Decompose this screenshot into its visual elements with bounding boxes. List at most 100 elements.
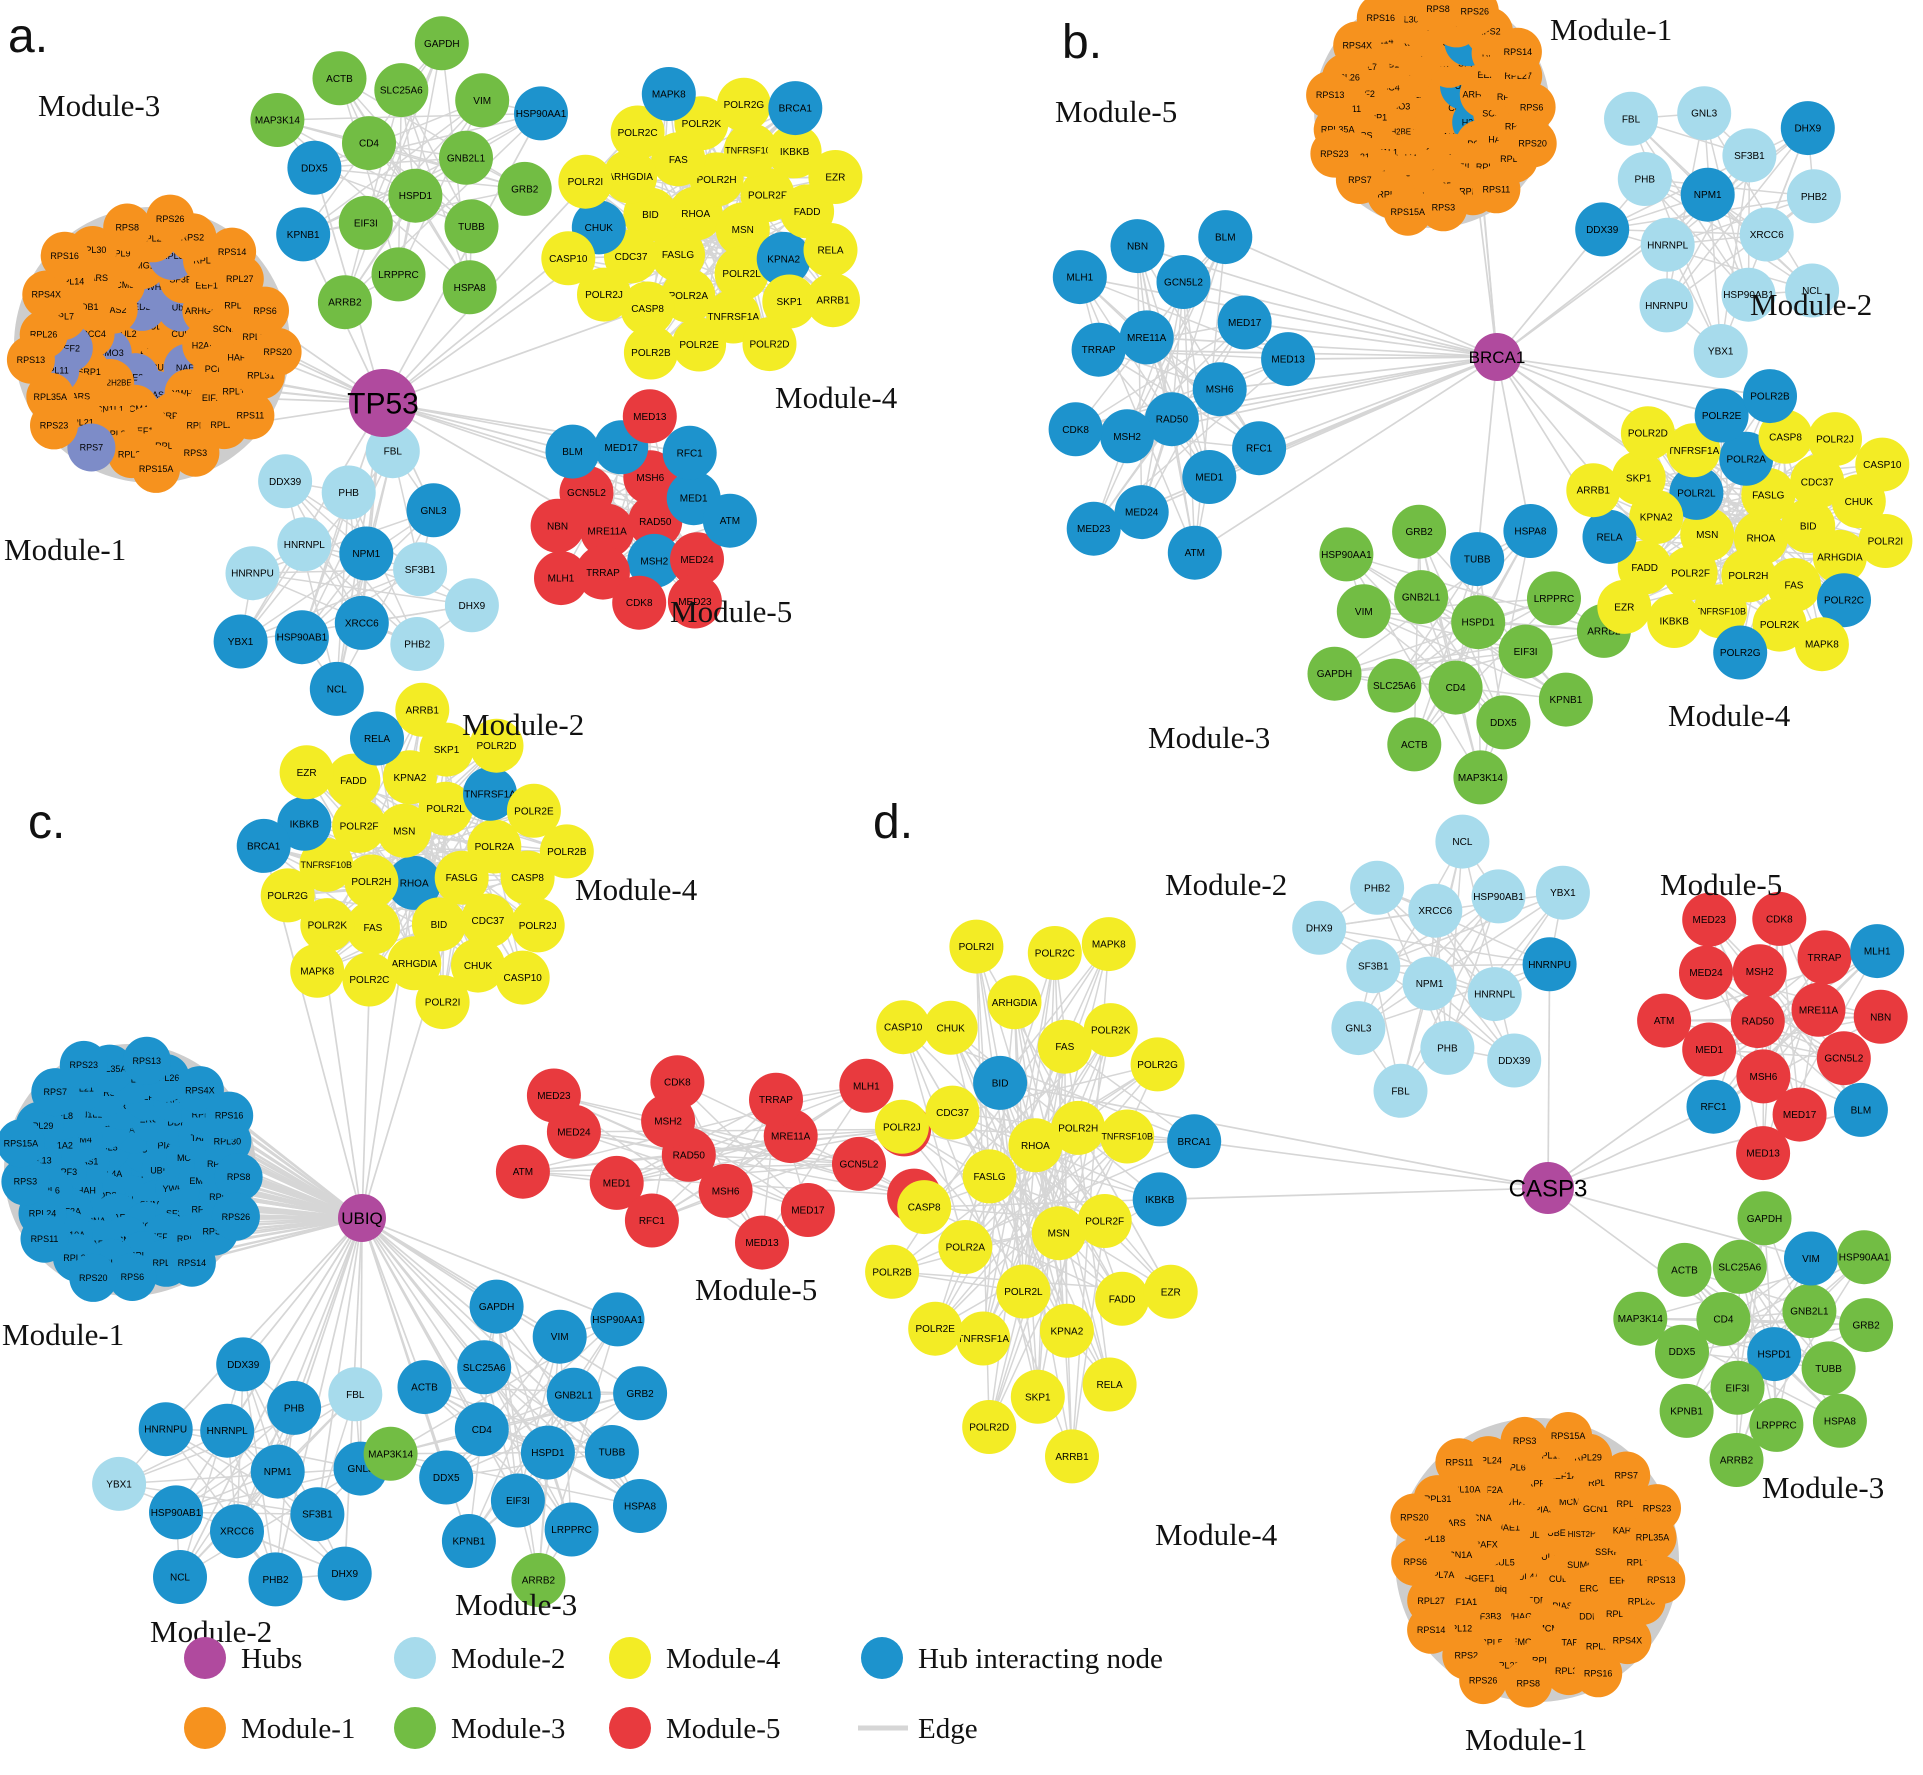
node-d-PHB2[interactable]	[1350, 860, 1405, 915]
node-a-RPS6[interactable]	[241, 286, 289, 335]
node-d-MAPK8[interactable]	[1081, 917, 1136, 972]
node-a-POLR2J[interactable]	[577, 267, 631, 322]
node-b-MED24[interactable]	[1114, 485, 1169, 540]
node-b-RPS23[interactable]	[1310, 129, 1359, 178]
node-c-ACTB[interactable]	[397, 1360, 452, 1415]
node-b-CDC37[interactable]	[1790, 454, 1845, 509]
node-d-MED1[interactable]	[1682, 1022, 1737, 1077]
node-c-RPS8[interactable]	[214, 1153, 263, 1202]
node-a-EIF3I[interactable]	[338, 195, 393, 250]
node-b-LRPPRC[interactable]	[1527, 571, 1581, 626]
node-b-MSH6[interactable]	[1192, 362, 1247, 417]
node-b-HSPD1[interactable]	[1451, 595, 1506, 650]
node-d-RPS20[interactable]	[1390, 1493, 1439, 1542]
node-c-POLR2L[interactable]	[418, 781, 473, 836]
node-d-NPM1[interactable]	[1402, 956, 1457, 1011]
node-c-POLR2G[interactable]	[260, 868, 315, 923]
node-b-NBN[interactable]	[1110, 219, 1165, 274]
node-c-ARRB2[interactable]	[511, 1553, 566, 1607]
node-a-NBN[interactable]	[530, 498, 585, 553]
node-c-EZR[interactable]	[279, 745, 334, 800]
node-d-RPS14[interactable]	[1407, 1605, 1456, 1654]
node-b-DHX9[interactable]	[1780, 101, 1835, 156]
node-a-RPS26[interactable]	[146, 194, 195, 243]
node-c-TUBB[interactable]	[584, 1425, 639, 1479]
node-a-RPS8[interactable]	[103, 203, 152, 252]
node-a-DDX39[interactable]	[258, 454, 313, 509]
node-d-CASP8[interactable]	[897, 1180, 952, 1235]
node-c-CHUK[interactable]	[451, 938, 505, 993]
node-d-MED23[interactable]	[1682, 892, 1737, 947]
node-b-TUBB[interactable]	[1450, 532, 1505, 587]
node-b-PHB[interactable]	[1617, 152, 1672, 206]
node-a-YBX1[interactable]	[213, 614, 268, 669]
node-d-POLR2A[interactable]	[938, 1220, 993, 1274]
node-c-KPNB1[interactable]	[441, 1514, 496, 1568]
node-c-GRB2[interactable]	[613, 1366, 668, 1421]
node-a-RPS15A[interactable]	[132, 444, 181, 493]
node-d-PHB[interactable]	[1420, 1020, 1475, 1075]
node-d-DDX39[interactable]	[1487, 1033, 1542, 1088]
node-c-IKBKB[interactable]	[277, 796, 332, 851]
node-c-GCN5L2[interactable]	[832, 1136, 886, 1191]
node-a-RELA[interactable]	[803, 223, 858, 277]
node-a-RPS11[interactable]	[226, 391, 275, 440]
node-a-POLR2B[interactable]	[623, 325, 678, 380]
node-b-RPS3[interactable]	[1419, 183, 1468, 232]
node-d-KPNB1[interactable]	[1659, 1383, 1714, 1438]
node-c-GAPDH[interactable]	[469, 1279, 524, 1334]
node-d-CD4[interactable]	[1696, 1292, 1751, 1346]
node-b-POLR2E[interactable]	[1694, 388, 1749, 443]
node-d-MSN[interactable]	[1031, 1206, 1086, 1261]
node-b-POLR2A[interactable]	[1719, 431, 1774, 486]
node-c-POLR2C[interactable]	[342, 952, 397, 1007]
node-d-EZR[interactable]	[1143, 1264, 1198, 1319]
node-a-RPS3[interactable]	[171, 428, 220, 477]
node-a-RPS16[interactable]	[40, 231, 89, 280]
node-a-NPM1[interactable]	[339, 526, 394, 581]
node-c-CASP10[interactable]	[495, 950, 550, 1005]
node-d-RPS26[interactable]	[1459, 1656, 1508, 1705]
node-a-PHB2[interactable]	[390, 617, 445, 671]
node-b-RELA[interactable]	[1582, 509, 1637, 564]
node-a-CASP8[interactable]	[620, 281, 675, 336]
hub-node-CASP3[interactable]	[1522, 1162, 1574, 1214]
node-c-RPS13[interactable]	[122, 1036, 171, 1085]
node-a-HSP90AA1[interactable]	[514, 86, 568, 141]
node-d-BRCA1[interactable]	[1167, 1114, 1222, 1169]
node-d-POLR2D[interactable]	[962, 1400, 1017, 1454]
node-b-GCN5L2[interactable]	[1156, 255, 1211, 309]
node-d-POLR2K[interactable]	[1083, 1003, 1138, 1058]
node-d-POLR2I[interactable]	[949, 919, 1004, 974]
node-c-RPS23[interactable]	[59, 1040, 108, 1089]
node-d-VIM[interactable]	[1784, 1231, 1838, 1286]
node-a-GAPDH[interactable]	[414, 16, 469, 71]
node-c-MAPK8[interactable]	[290, 943, 345, 998]
node-b-SKP1[interactable]	[1611, 451, 1666, 506]
node-d-MRE11A[interactable]	[1791, 982, 1846, 1037]
node-a-RPS23[interactable]	[30, 401, 78, 450]
node-d-POLR2H[interactable]	[1051, 1100, 1106, 1155]
node-a-VIM[interactable]	[455, 73, 510, 128]
node-c-SF3B1[interactable]	[290, 1487, 345, 1542]
node-a-MLH1[interactable]	[534, 551, 588, 606]
node-d-GNB2L1[interactable]	[1782, 1284, 1837, 1339]
node-d-RELA[interactable]	[1082, 1357, 1137, 1412]
node-c-RPS14[interactable]	[167, 1238, 216, 1287]
node-b-ARRB1[interactable]	[1566, 463, 1621, 518]
node-d-POLR2G[interactable]	[1130, 1037, 1185, 1092]
node-d-ARRB2[interactable]	[1709, 1433, 1764, 1487]
node-c-HSP90AA1[interactable]	[590, 1292, 645, 1347]
node-d-DDX5[interactable]	[1655, 1324, 1709, 1379]
node-c-XRCC6[interactable]	[210, 1504, 264, 1559]
node-b-POLR2I[interactable]	[1858, 514, 1913, 568]
node-d-MSH2[interactable]	[1732, 944, 1787, 999]
node-c-DDX5[interactable]	[419, 1450, 474, 1505]
node-c-HSPD1[interactable]	[520, 1425, 575, 1480]
node-a-CDK8[interactable]	[612, 575, 667, 630]
node-d-EIF3I[interactable]	[1710, 1360, 1765, 1415]
node-b-IKBKB[interactable]	[1647, 594, 1702, 648]
node-c-RELA[interactable]	[350, 711, 404, 766]
node-b-GNB2L1[interactable]	[1394, 570, 1449, 625]
node-b-POLR2L[interactable]	[1669, 465, 1724, 520]
